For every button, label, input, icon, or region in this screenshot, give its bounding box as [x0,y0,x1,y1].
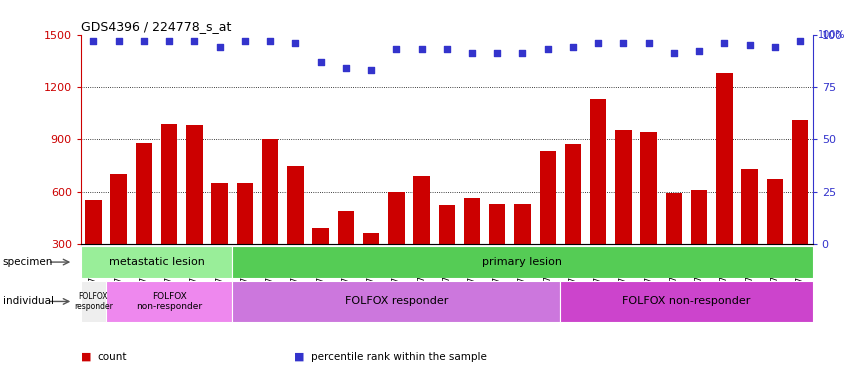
Bar [464,199,480,244]
Bar [287,166,304,244]
Point [390,46,403,52]
Point [339,65,352,71]
Point [793,38,807,44]
Bar [767,179,783,244]
Bar [665,193,683,244]
Bar [136,143,152,244]
Bar [262,139,278,244]
Bar [741,169,757,244]
Point [187,38,201,44]
Bar [615,131,631,244]
Point [566,44,580,50]
Point [465,50,479,56]
Text: ■: ■ [294,352,304,362]
Point [314,59,328,65]
Bar [691,190,707,244]
Text: FOLFOX
responder: FOLFOX responder [74,292,113,311]
Point [693,48,706,55]
Point [541,46,555,52]
Text: ■: ■ [81,352,91,362]
Point [440,46,454,52]
Bar [792,120,808,244]
Bar [186,125,203,244]
Bar [81,247,232,278]
Point [490,50,504,56]
Text: count: count [98,352,128,362]
Point [111,38,125,44]
Bar [438,205,455,244]
Point [238,38,252,44]
Bar [211,183,228,244]
Bar [312,228,328,244]
Bar [489,204,505,244]
Point [263,38,277,44]
Bar [106,281,232,322]
Point [288,40,302,46]
Bar [388,192,404,244]
Bar [232,247,813,278]
Text: 100%: 100% [818,30,845,40]
Bar [717,73,733,244]
Point [87,38,100,44]
Text: FOLFOX non-responder: FOLFOX non-responder [622,296,751,306]
Text: GDS4396 / 224778_s_at: GDS4396 / 224778_s_at [81,20,231,33]
Text: specimen: specimen [3,257,53,267]
Bar [232,281,560,322]
Bar [161,124,177,244]
Text: individual: individual [3,296,54,306]
Point [642,40,655,46]
Point [591,40,605,46]
Text: FOLFOX responder: FOLFOX responder [345,296,448,306]
Bar [540,151,556,244]
Point [137,38,151,44]
Point [364,67,378,73]
Bar [641,132,657,244]
Bar [565,144,581,244]
Bar [338,211,354,244]
Bar [85,200,101,244]
Point [617,40,631,46]
Point [414,46,428,52]
Point [213,44,226,50]
Bar [81,281,106,322]
Text: FOLFOX
non-responder: FOLFOX non-responder [136,292,203,311]
Text: percentile rank within the sample: percentile rank within the sample [311,352,487,362]
Text: metastatic lesion: metastatic lesion [109,257,204,267]
Point [768,44,782,50]
Point [667,50,681,56]
Point [516,50,529,56]
Bar [237,183,253,244]
Bar [414,176,430,244]
Bar [590,99,607,244]
Point [743,42,757,48]
Bar [514,204,531,244]
Point [163,38,176,44]
Text: primary lesion: primary lesion [483,257,563,267]
Bar [363,233,380,244]
Bar [111,174,127,244]
Point [717,40,731,46]
Bar [560,281,813,322]
